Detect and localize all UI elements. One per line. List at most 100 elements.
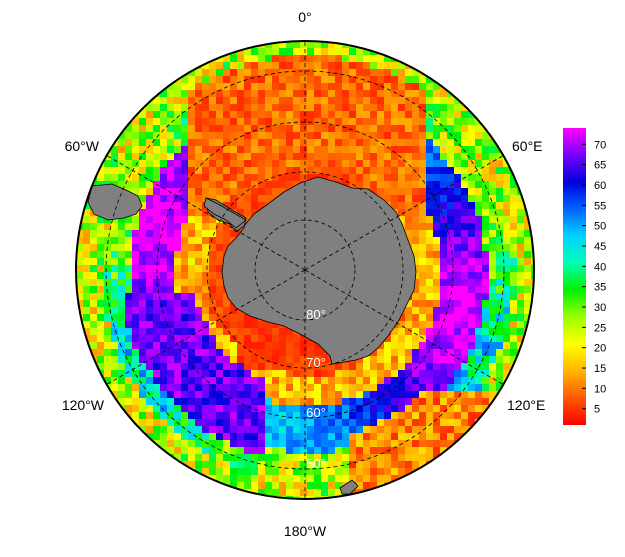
data-cell — [258, 132, 266, 140]
data-cell — [230, 230, 238, 238]
data-cell — [377, 76, 385, 84]
data-cell — [363, 447, 371, 455]
data-cell — [398, 412, 406, 420]
data-cell — [286, 398, 294, 406]
data-cell — [279, 489, 287, 497]
data-cell — [118, 258, 126, 266]
data-cell — [475, 335, 483, 343]
data-cell — [440, 181, 448, 189]
colorbar-tick-label: 50 — [594, 221, 606, 233]
data-cell — [321, 482, 329, 490]
data-cell — [503, 237, 511, 245]
data-cell — [433, 104, 441, 112]
data-cell — [447, 286, 455, 294]
data-cell — [125, 314, 133, 322]
data-cell — [405, 76, 413, 84]
data-cell — [503, 258, 511, 266]
data-cell — [125, 251, 133, 259]
data-cell — [286, 48, 294, 56]
data-cell — [244, 468, 252, 476]
data-cell — [468, 216, 476, 224]
data-cell — [223, 181, 231, 189]
data-cell — [167, 216, 175, 224]
data-cell — [132, 188, 140, 196]
data-cell — [216, 69, 224, 77]
data-cell — [125, 370, 133, 378]
data-cell — [475, 265, 483, 273]
data-cell — [356, 146, 364, 154]
data-cell — [335, 363, 343, 371]
data-cell — [300, 461, 308, 469]
data-cell — [440, 139, 448, 147]
data-cell — [111, 314, 119, 322]
data-cell — [307, 76, 315, 84]
data-cell — [139, 188, 147, 196]
data-cell — [461, 419, 469, 427]
data-cell — [279, 132, 287, 140]
data-cell — [223, 230, 231, 238]
data-cell — [286, 153, 294, 161]
data-cell — [384, 405, 392, 413]
data-cell — [230, 69, 238, 77]
data-cell — [272, 62, 280, 70]
data-cell — [174, 132, 182, 140]
data-cell — [279, 398, 287, 406]
data-cell — [111, 384, 119, 392]
data-cell — [328, 398, 336, 406]
data-cell — [349, 83, 357, 91]
data-cell — [286, 125, 294, 133]
data-cell — [405, 300, 413, 308]
data-cell — [209, 230, 217, 238]
data-cell — [111, 321, 119, 329]
data-cell — [475, 293, 483, 301]
data-cell — [97, 335, 105, 343]
data-cell — [314, 447, 322, 455]
data-cell — [230, 328, 238, 336]
data-cell — [251, 125, 259, 133]
data-cell — [307, 391, 315, 399]
data-cell — [139, 377, 147, 385]
data-cell — [181, 398, 189, 406]
data-cell — [188, 209, 196, 217]
data-cell — [391, 433, 399, 441]
data-cell — [328, 132, 336, 140]
data-cell — [363, 433, 371, 441]
data-cell — [489, 258, 497, 266]
data-cell — [265, 132, 273, 140]
data-cell — [426, 230, 434, 238]
data-cell — [279, 482, 287, 490]
data-cell — [104, 279, 112, 287]
data-cell — [510, 188, 518, 196]
data-cell — [412, 258, 420, 266]
data-cell — [216, 160, 224, 168]
data-cell — [237, 167, 245, 175]
data-cell — [251, 160, 259, 168]
data-cell — [111, 279, 119, 287]
data-cell — [398, 391, 406, 399]
data-cell — [517, 265, 525, 273]
data-cell — [426, 265, 434, 273]
data-cell — [216, 356, 224, 364]
data-cell — [440, 279, 448, 287]
data-cell — [174, 167, 182, 175]
data-cell — [321, 356, 329, 364]
data-cell — [377, 146, 385, 154]
data-cell — [503, 370, 511, 378]
data-cell — [412, 223, 420, 231]
data-cell — [188, 349, 196, 357]
data-cell — [510, 265, 518, 273]
data-cell — [272, 76, 280, 84]
data-cell — [251, 426, 259, 434]
data-cell — [419, 174, 427, 182]
data-cell — [300, 391, 308, 399]
data-cell — [335, 125, 343, 133]
data-cell — [412, 104, 420, 112]
data-cell — [83, 286, 91, 294]
data-cell — [440, 293, 448, 301]
data-cell — [216, 314, 224, 322]
data-cell — [132, 328, 140, 336]
data-cell — [419, 363, 427, 371]
data-cell — [272, 363, 280, 371]
data-cell — [300, 342, 308, 350]
data-cell — [111, 174, 119, 182]
